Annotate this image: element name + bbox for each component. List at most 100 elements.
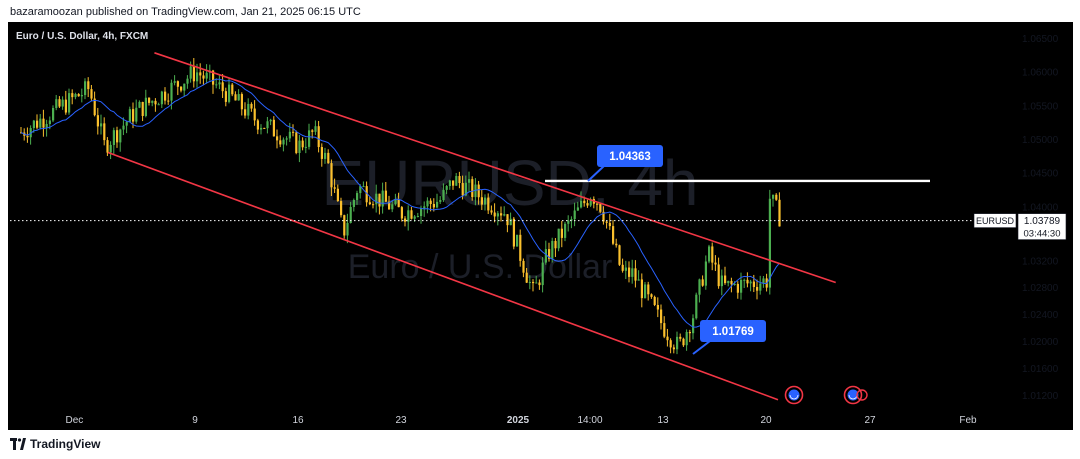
candle [714,255,717,272]
y-tick-label: 1.02000 [1022,337,1059,348]
candle-body [413,216,416,219]
candle [368,196,371,206]
candle [634,260,637,288]
candle-body [672,347,675,350]
candle-body [378,193,381,207]
candle-body [730,280,733,285]
candle [400,205,403,222]
candle-body [218,82,221,85]
price-axis[interactable]: 1.06500 1.06000 1.05500 1.05000 1.04500 1.040… [1022,34,1059,402]
candle [756,279,759,300]
candle-body [122,125,125,130]
y-tick-label: 1.05500 [1022,101,1059,112]
candle [112,127,115,154]
candle-body [304,146,307,148]
symbol-tag-box [973,213,1017,228]
candle [372,201,375,209]
candle-body [247,103,250,116]
event-markers[interactable] [784,385,868,405]
candle-body [650,294,653,297]
candle [336,184,339,202]
candle [736,281,739,299]
candle-body [477,184,480,198]
candle-body [164,91,167,101]
candle [455,173,458,186]
candle-body [698,279,701,295]
candle [442,183,445,202]
candle [612,220,615,246]
candle [77,93,80,97]
candle-body [148,97,151,103]
candle-body [199,72,202,76]
candle-body [506,214,509,226]
candle-body [624,267,627,271]
candle-body [384,190,387,202]
time-axis[interactable]: Dec 9 16 23 2025 14:00 13 20 27 Feb [66,415,978,426]
candle-body [269,119,272,122]
candle [52,105,55,123]
candle-body [448,180,451,187]
candle [240,92,243,116]
candle-body [420,208,423,217]
callout-high: 1.04363 [609,151,651,163]
candle-body [426,200,429,207]
candle-body [666,336,669,341]
candle-body [58,99,61,107]
candle [650,293,653,299]
candle-body [29,128,32,138]
candle-body [743,279,746,281]
candle [244,102,247,119]
candle-body [612,226,615,244]
candle [656,297,659,318]
candle-body [564,223,567,238]
candle [407,205,410,231]
candle [58,96,61,109]
candle [596,202,599,211]
candle [525,268,528,283]
candle [436,193,439,209]
candle-body [87,81,90,90]
candle [180,86,183,93]
candle [772,194,775,207]
footer-brand[interactable]: TradingView [10,437,100,451]
candle-body [679,336,682,339]
candle-body [557,228,560,249]
candle [602,206,605,225]
candle [493,203,496,223]
candle [544,240,547,265]
candle-body [644,284,647,299]
candle-body [119,129,122,143]
callout-low: 1.01769 [712,326,754,338]
candle [733,281,736,286]
candle [231,82,234,97]
candle-body [320,147,323,159]
candle [381,182,384,214]
candle-body [224,91,227,102]
candle-body [52,107,55,121]
candle-body [42,118,45,128]
candle [640,273,643,308]
last-price-box [1017,213,1067,240]
candle-body [250,103,253,109]
candle [192,58,195,88]
candle [746,272,749,288]
chart-area[interactable] [8,22,1073,430]
candle [564,221,567,242]
candle-body [151,100,154,103]
candle-body [359,186,362,194]
candle [55,94,58,111]
candle [103,117,106,146]
candle [39,114,42,130]
y-tick-label: 1.05000 [1022,135,1059,146]
candle [288,122,291,142]
candle-body [708,246,711,262]
candle-body [93,98,96,116]
candle [512,217,515,250]
candle [768,189,771,295]
candle [516,234,519,247]
candle [122,117,125,136]
candle [704,255,707,290]
candle-body [103,123,106,141]
x-tick-label: Dec [66,415,84,426]
